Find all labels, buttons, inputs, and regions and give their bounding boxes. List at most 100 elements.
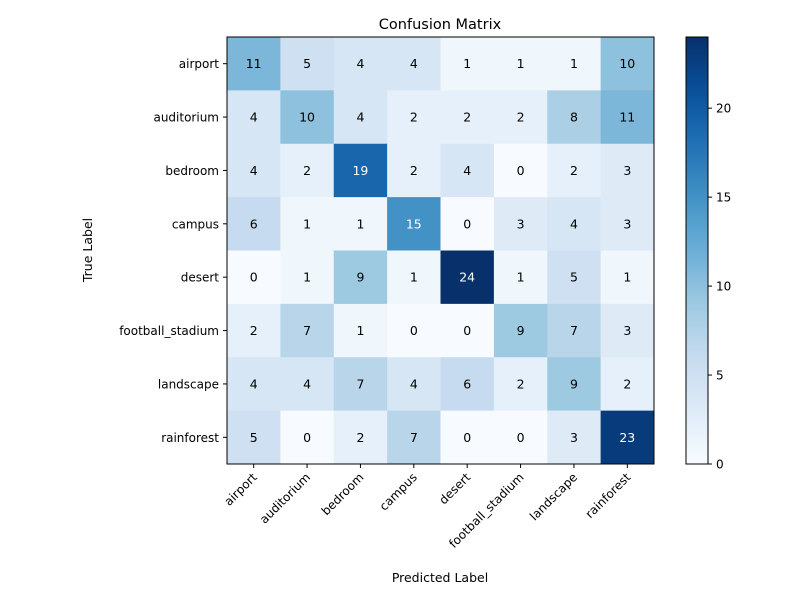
heatmap-cell [387,250,441,305]
cell-value: 4 [303,376,311,391]
cell-annotations: 11 5 4 4 1 1 1 104 10 4 2 2 2 8 114 2 19 2 4 0 2 36 1 1 15 0 3 4 30 1… [246,56,636,445]
heatmap-cell [280,250,335,305]
cell-value: 2 [356,430,364,445]
cell-value: 6 [250,216,258,231]
cell-value: 1 [303,216,311,231]
cell-value: 15 [406,216,422,231]
heatmap-cell [440,250,495,305]
heatmap-cell [280,303,335,358]
heatmap-cell [387,143,441,198]
heatmap-cell [547,143,602,198]
cell-value: 4 [250,376,258,391]
cell-value: 4 [410,376,418,391]
y-tick-label: airport [179,57,220,71]
cell-value: 24 [459,270,475,285]
heatmap-cell [440,37,495,91]
x-tick-label: rainforest [583,470,634,521]
cell-value: 1 [410,270,418,285]
cell-value: 4 [250,110,258,125]
heatmap-cell [440,303,495,358]
cell-value: 2 [410,110,418,125]
cell-value: 3 [623,323,631,338]
heatmap-cell [547,410,602,465]
cell-value: 1 [517,56,525,71]
cell-value: 2 [250,323,258,338]
cell-value: 4 [356,110,364,125]
heatmap-cell [600,410,655,465]
heatmap-cell [493,303,548,358]
heatmap-cell [333,197,388,251]
cell-value: 9 [356,270,364,285]
heatmap-cell [387,410,441,465]
cell-value: 4 [356,56,364,71]
cell-value: 2 [570,163,578,178]
heatmap-cell [440,90,495,145]
cell-value: 0 [463,216,471,231]
heatmap-cell [227,197,281,251]
cell-value: 0 [250,270,258,285]
y-tick-label: bedroom [165,164,219,178]
heatmap-cell [547,250,602,305]
colorbar-tick-label: 5 [716,369,724,383]
cell-value: 0 [463,323,471,338]
x-tick-label: landscape [527,470,580,523]
cell-value: 2 [517,376,525,391]
cell-value: 1 [356,216,364,231]
cell-value: 11 [619,110,635,125]
cell-value: 4 [250,163,258,178]
cell-value: 4 [570,216,578,231]
cell-value: 2 [303,163,311,178]
heatmap-cell [387,90,441,145]
cell-value: 8 [570,110,578,125]
heatmap-cell [600,37,655,91]
colorbar-tick-label: 0 [716,458,724,472]
y-tick-label: rainforest [161,431,219,445]
heatmap-cell [493,410,548,465]
cell-value: 23 [619,430,635,445]
heatmap-cell [493,197,548,251]
heatmap-cell [440,357,495,412]
cell-value: 3 [570,430,578,445]
y-axis-label: True Label [80,218,95,283]
heatmap-cell [333,357,388,412]
heatmap-cell [600,357,655,412]
heatmap-cell [227,303,281,358]
cell-value: 1 [623,270,631,285]
cell-value: 9 [517,323,525,338]
cell-value: 5 [250,430,258,445]
heatmap-cell [493,357,548,412]
heatmap-cell [547,303,602,358]
heatmap-cell [600,197,655,251]
colorbar-frame [685,36,709,465]
heatmap-cell [227,357,281,412]
cell-value: 4 [410,56,418,71]
x-tick-label: auditorium [257,470,313,526]
heatmap-cell [333,143,388,198]
cell-value: 2 [410,163,418,178]
heatmap-cell [387,303,441,358]
heatmap-cell [227,250,281,305]
cell-value: 4 [463,163,471,178]
cell-value: 2 [623,376,631,391]
cell-value: 7 [410,430,418,445]
heatmap-cell [280,143,335,198]
cell-value: 1 [517,270,525,285]
cell-value: 3 [517,216,525,231]
heatmap-cell [333,250,388,305]
heatmap-cell [493,143,548,198]
cell-value: 5 [303,56,311,71]
heatmap-cell [547,37,602,91]
x-axis-label: Predicted Label [392,570,488,585]
heatmap-cell [227,143,281,198]
heatmap-cell [333,410,388,465]
cell-value: 0 [517,430,525,445]
x-tick-label: airport [221,470,260,509]
cell-value: 2 [517,110,525,125]
cell-value: 2 [463,110,471,125]
cell-value: 0 [410,323,418,338]
cell-value: 9 [570,376,578,391]
cell-value: 1 [356,323,364,338]
cell-value: 7 [570,323,578,338]
chart-title: Confusion Matrix [379,17,502,33]
